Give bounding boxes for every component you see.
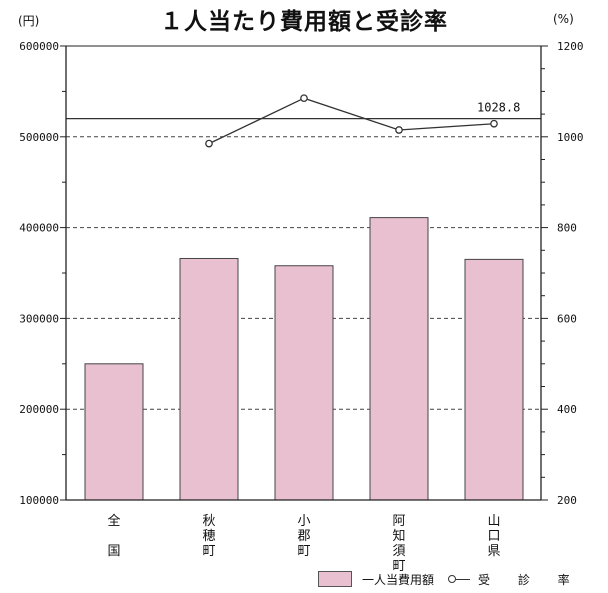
left-tick-label: 300000 [19, 312, 59, 325]
right-tick-label: 1200 [557, 40, 584, 53]
bar [179, 257, 239, 501]
line-path [208, 97, 495, 145]
left-tick-label: 400000 [19, 222, 59, 235]
line-point [205, 139, 213, 148]
left-tick-label: 200000 [19, 403, 59, 416]
legend: 一人当費用額 受 診 率 [318, 569, 582, 589]
right-tick-label: 400 [557, 403, 577, 416]
bar [464, 258, 524, 501]
line-point [300, 94, 308, 103]
category-label: 小郡町 [297, 514, 310, 559]
legend-bar-label: 一人当費用額 [362, 572, 435, 587]
ticks [60, 45, 548, 501]
left-axis-unit: (円) [18, 14, 40, 28]
bar [369, 217, 429, 501]
legend-line-marker [448, 575, 471, 583]
category-label: 阿知須町 [392, 514, 405, 574]
right-tick-label: 200 [557, 494, 577, 507]
right-tick-label: 800 [557, 222, 577, 235]
bar [274, 265, 334, 501]
category-label: 秋穂町 [202, 514, 215, 559]
data-annotation: 1028.8 [477, 101, 520, 115]
left-tick-label: 100000 [19, 494, 59, 507]
labels: 100000 200000 300000 400000 500000 600000 200 4… [19, 40, 583, 574]
left-tick-label: 600000 [19, 40, 59, 53]
chart-title: １人当たり費用額と受診率 [160, 9, 448, 35]
right-axis-unit: (%) [553, 12, 574, 26]
legend-line-label: 受 診 率 [478, 572, 582, 587]
right-tick-label: 600 [557, 312, 577, 325]
left-tick-label: 500000 [19, 131, 59, 144]
line-point [490, 119, 498, 128]
bar [84, 363, 144, 501]
right-tick-label: 1000 [557, 131, 584, 144]
line-series [205, 94, 498, 148]
legend-bar-swatch [318, 571, 352, 587]
bars [84, 217, 524, 501]
category-label: 全国 [107, 513, 120, 559]
category-label: 山口県 [487, 514, 500, 559]
line-point [395, 126, 403, 134]
